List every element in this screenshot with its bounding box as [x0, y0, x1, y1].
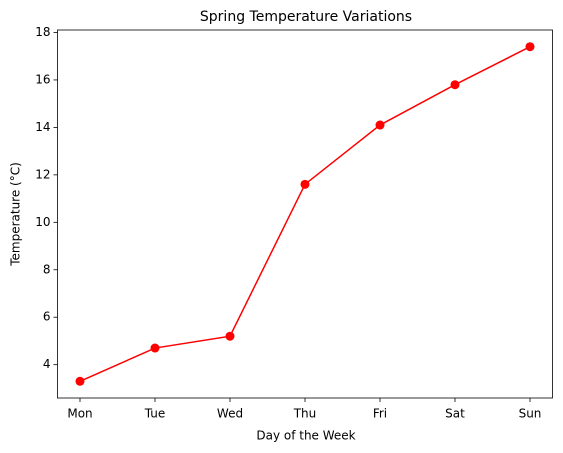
- y-tick-label: 4: [43, 357, 51, 371]
- point: [75, 376, 85, 386]
- x-tick-label: Sun: [519, 407, 542, 421]
- point: [225, 331, 235, 341]
- x-axis-label: Day of the Week: [256, 429, 355, 443]
- plot-frame: [57, 29, 553, 399]
- line: [79, 46, 531, 382]
- x-tick-label: Tue: [144, 407, 166, 421]
- x-tick-label: Thu: [293, 407, 317, 421]
- y-tick-label: 6: [43, 310, 51, 324]
- x-tick-label: Fri: [373, 407, 387, 421]
- y-tick-label: 18: [35, 25, 50, 39]
- point: [375, 120, 385, 130]
- point: [525, 42, 535, 52]
- y-axis-label: Temperature (°C): [9, 162, 23, 267]
- y-tick-label: 10: [35, 215, 50, 229]
- chart-title: Spring Temperature Variations: [200, 9, 412, 25]
- y-tick-label: 16: [35, 72, 50, 86]
- point: [300, 179, 310, 189]
- y-tick-label: 12: [35, 167, 50, 181]
- point: [150, 343, 160, 353]
- x-tick-label: Mon: [67, 407, 92, 421]
- x-tick-label: Wed: [217, 407, 243, 421]
- x-tick-label: Sat: [445, 407, 465, 421]
- y-tick-label: 14: [35, 120, 50, 134]
- point: [450, 80, 460, 90]
- y-tick-label: 8: [43, 262, 51, 276]
